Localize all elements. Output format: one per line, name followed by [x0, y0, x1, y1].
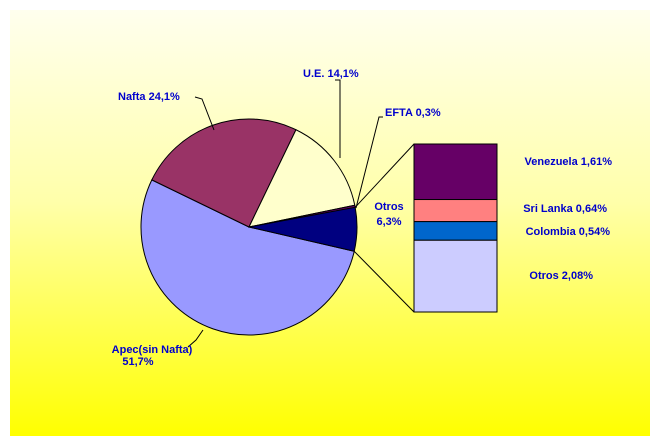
- category: Sri Lanka: [523, 203, 573, 215]
- category: Otros: [529, 270, 558, 282]
- bar-segment: [413, 199, 498, 223]
- slice-label: Otros: [374, 201, 403, 213]
- pie-slice: [140, 179, 355, 336]
- category: Venezuela: [525, 156, 579, 168]
- bar-label: Venezuela 1,61%: [525, 156, 613, 168]
- leader-line: [187, 329, 204, 348]
- slice-label: Nafta 24,1%: [118, 91, 180, 103]
- value-label: 0,3%: [416, 107, 441, 119]
- pie-slice: [248, 129, 356, 228]
- slice-label: EFTA 0,3%: [385, 107, 441, 119]
- connector: [354, 143, 415, 208]
- connector: [353, 250, 415, 313]
- bar-label: Otros 2,08%: [529, 270, 593, 282]
- slice-value-label: 6,3%: [376, 216, 401, 228]
- bar-segment: [413, 239, 498, 313]
- leader-line: [355, 116, 383, 209]
- category: Colombia: [526, 226, 577, 238]
- pie-slice: [248, 206, 358, 252]
- category: U.E.: [303, 68, 324, 80]
- pie-slice: [151, 118, 297, 228]
- bar-segment: [413, 221, 498, 241]
- leader-line: [335, 79, 341, 158]
- slice-value-label: 51,7%: [122, 356, 153, 368]
- bar-segment: [413, 143, 498, 201]
- leader-line: [194, 96, 215, 131]
- value-label: 2,08%: [562, 270, 593, 282]
- category: EFTA: [385, 107, 413, 119]
- value-label: 0,64%: [576, 203, 607, 215]
- category: Nafta: [118, 91, 146, 103]
- value-label: 1,61%: [581, 156, 612, 168]
- value-label: 14,1%: [327, 68, 358, 80]
- bar-label: Sri Lanka 0,64%: [523, 203, 607, 215]
- slice-label: U.E. 14,1%: [303, 68, 359, 80]
- value-label: 24,1%: [149, 91, 180, 103]
- value-label: 0,54%: [579, 226, 610, 238]
- bar-label: Colombia 0,54%: [526, 226, 611, 238]
- slice-label: Apec(sin Nafta): [112, 344, 193, 356]
